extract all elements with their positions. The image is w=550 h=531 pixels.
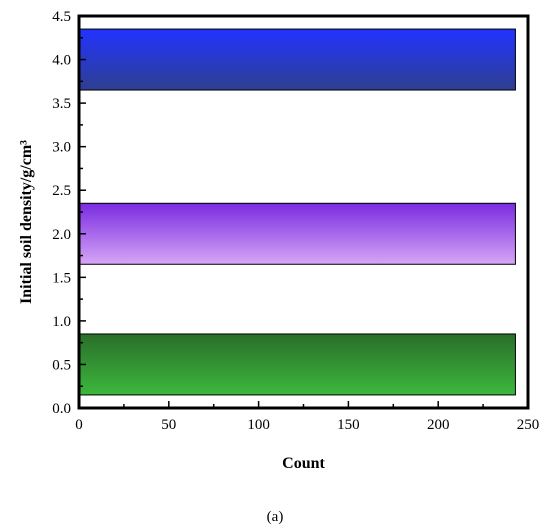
y-tick-label: 3.5 bbox=[52, 96, 71, 112]
x-tick-label: 0 bbox=[75, 417, 83, 433]
bar-0.5 bbox=[78, 333, 516, 396]
tick-labels-layer: 0 50 100 150 200 250 0.0 0.5 1.0 1.5 2.0 2.5 3.0 3.5 4… bbox=[52, 9, 539, 433]
bar-2 bbox=[78, 202, 516, 265]
bar-4 bbox=[78, 28, 516, 91]
y-tick-label: 1.5 bbox=[52, 270, 71, 286]
y-tick-label: 2.0 bbox=[52, 227, 71, 243]
x-axis-title: Count bbox=[282, 455, 325, 472]
y-tick-label: 0.0 bbox=[52, 401, 71, 417]
x-tick-label: 50 bbox=[161, 417, 176, 433]
bars-layer bbox=[78, 28, 516, 396]
y-tick-label: 4.0 bbox=[52, 53, 71, 69]
x-tick-label: 100 bbox=[247, 417, 270, 433]
y-tick-label: 1.0 bbox=[52, 314, 71, 330]
x-tick-label: 150 bbox=[337, 417, 360, 433]
plot-frame bbox=[77, 14, 530, 410]
x-tick-label: 250 bbox=[517, 417, 540, 433]
y-tick-label: 2.5 bbox=[52, 183, 71, 199]
x-tick-label: 200 bbox=[427, 417, 450, 433]
y-tick-label: 0.5 bbox=[52, 357, 71, 373]
y-tick-label: 3.0 bbox=[52, 140, 71, 156]
figure-caption: (a) bbox=[267, 509, 284, 525]
y-tick-label: 4.5 bbox=[52, 9, 71, 25]
y-axis-title: Initial soil density/g/cm³ bbox=[18, 140, 35, 304]
